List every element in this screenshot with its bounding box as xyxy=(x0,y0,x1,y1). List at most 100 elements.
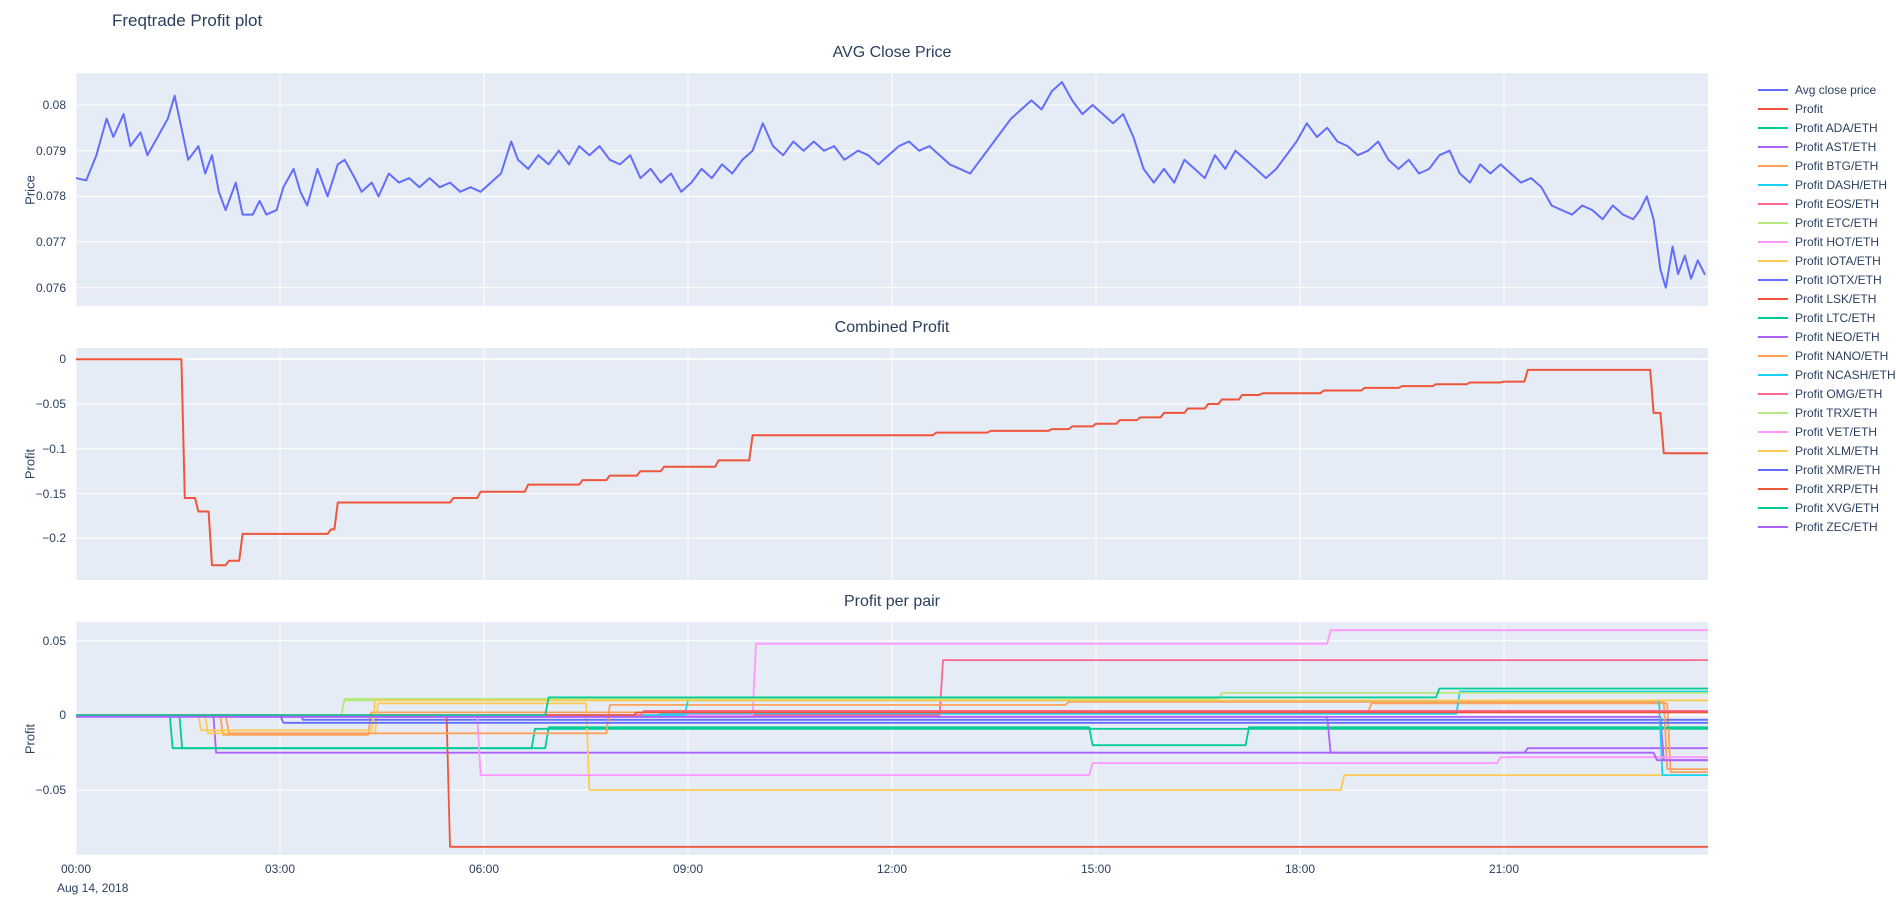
legend-item-label: Profit ADA/ETH xyxy=(1795,120,1878,135)
legend-line-swatch xyxy=(1758,525,1788,528)
legend-item-label: Profit LTC/ETH xyxy=(1795,310,1876,325)
legend-line-swatch xyxy=(1758,297,1788,300)
legend-line-swatch xyxy=(1758,240,1788,243)
y-tick-label: 0 xyxy=(59,352,66,366)
legend-line-swatch xyxy=(1758,316,1788,319)
legend-item-label: Profit IOTX/ETH xyxy=(1795,272,1882,287)
legend-item-profit-trx-eth[interactable]: Profit TRX/ETH xyxy=(1758,403,1896,422)
legend-item-profit-lsk-eth[interactable]: Profit LSK/ETH xyxy=(1758,289,1896,308)
legend-line-swatch xyxy=(1758,278,1788,281)
legend-line-swatch xyxy=(1758,335,1788,338)
legend-line-swatch xyxy=(1758,449,1788,452)
x-tick-label: 00:00 xyxy=(60,862,92,876)
legend-item-profit-zec-eth[interactable]: Profit ZEC/ETH xyxy=(1758,517,1896,536)
legend-item-label: Profit ETC/ETH xyxy=(1795,215,1878,230)
legend-item-label: Profit LSK/ETH xyxy=(1795,291,1877,306)
legend-item-profit-iotx-eth[interactable]: Profit IOTX/ETH xyxy=(1758,270,1896,289)
legend-item-label: Profit BTG/ETH xyxy=(1795,158,1879,173)
legend-item-profit-vet-eth[interactable]: Profit VET/ETH xyxy=(1758,422,1896,441)
legend-item-label: Profit XLM/ETH xyxy=(1795,443,1879,458)
legend-item-label: Profit IOTA/ETH xyxy=(1795,253,1881,268)
legend-item-label: Profit VET/ETH xyxy=(1795,424,1878,439)
legend-line-swatch xyxy=(1758,392,1788,395)
legend-item-profit-dash-eth[interactable]: Profit DASH/ETH xyxy=(1758,175,1896,194)
y-tick-label: 0.076 xyxy=(35,281,66,295)
y-tick-label: 0.078 xyxy=(35,189,66,203)
y-tick-label: 0.079 xyxy=(35,144,66,158)
legend-item-profit-ncash-eth[interactable]: Profit NCASH/ETH xyxy=(1758,365,1896,384)
legend-item-profit-xlm-eth[interactable]: Profit XLM/ETH xyxy=(1758,441,1896,460)
legend-item-label: Profit xyxy=(1795,101,1824,116)
legend-item-profit-btg-eth[interactable]: Profit BTG/ETH xyxy=(1758,156,1896,175)
legend-item-label: Profit TRX/ETH xyxy=(1795,405,1878,420)
y-tick-label: −0.2 xyxy=(42,531,66,545)
y-tick-label: 0.05 xyxy=(42,634,66,648)
profit-per-pair-plot-area[interactable] xyxy=(76,622,1708,855)
legend-item-label: Profit XRP/ETH xyxy=(1795,481,1879,496)
legend-item-label: Profit ZEC/ETH xyxy=(1795,519,1878,534)
y-tick-label: −0.05 xyxy=(35,783,66,797)
subplot-title-combined-profit: Combined Profit xyxy=(834,319,950,336)
legend-item-label: Profit OMG/ETH xyxy=(1795,386,1883,401)
x-tick-label: 09:00 xyxy=(672,862,704,876)
legend-item-label: Profit AST/ETH xyxy=(1795,139,1877,154)
legend-item-label: Profit NEO/ETH xyxy=(1795,329,1880,344)
legend-line-swatch xyxy=(1758,221,1788,224)
legend-item-label: Profit XVG/ETH xyxy=(1795,500,1880,515)
legend-item-profit-etc-eth[interactable]: Profit ETC/ETH xyxy=(1758,213,1896,232)
legend-item-profit-neo-eth[interactable]: Profit NEO/ETH xyxy=(1758,327,1896,346)
legend-item-profit-eos-eth[interactable]: Profit EOS/ETH xyxy=(1758,194,1896,213)
legend-item-label: Profit HOT/ETH xyxy=(1795,234,1880,249)
y-tick-label: 0 xyxy=(59,708,66,722)
subplot-title-profit-per-pair: Profit per pair xyxy=(843,593,941,610)
legend-line-swatch xyxy=(1758,145,1788,148)
figure-title: Freqtrade Profit plot xyxy=(112,11,263,30)
legend-item-profit-ltc-eth[interactable]: Profit LTC/ETH xyxy=(1758,308,1896,327)
x-tick-label: 18:00 xyxy=(1284,862,1316,876)
y-tick-label: 0.077 xyxy=(35,235,66,249)
legend-line-swatch xyxy=(1758,411,1788,414)
legend-line-swatch xyxy=(1758,487,1788,490)
legend-item-label: Profit NANO/ETH xyxy=(1795,348,1889,363)
legend-item-profit-xrp-eth[interactable]: Profit XRP/ETH xyxy=(1758,479,1896,498)
legend-line-swatch xyxy=(1758,373,1788,376)
legend-item-label: Avg close price xyxy=(1795,82,1877,97)
legend-line-swatch xyxy=(1758,126,1788,129)
x-tick-label: 03:00 xyxy=(264,862,296,876)
legend-line-swatch xyxy=(1758,164,1788,167)
x-axis-date-label: Aug 14, 2018 xyxy=(57,881,129,895)
legend-item-profit-xvg-eth[interactable]: Profit XVG/ETH xyxy=(1758,498,1896,517)
legend-item-profit-ast-eth[interactable]: Profit AST/ETH xyxy=(1758,137,1896,156)
legend-line-swatch xyxy=(1758,88,1788,91)
legend-item-label: Profit XMR/ETH xyxy=(1795,462,1881,477)
legend-item-avg-close-price[interactable]: Avg close price xyxy=(1758,80,1896,99)
combined-profit-plot-area[interactable] xyxy=(76,348,1708,580)
legend-item-profit-nano-eth[interactable]: Profit NANO/ETH xyxy=(1758,346,1896,365)
x-tick-label: 15:00 xyxy=(1080,862,1112,876)
y-tick-label: −0.15 xyxy=(35,487,66,501)
y-axis-label-profit-per-pair: Profit xyxy=(22,723,38,754)
y-tick-label: 0.08 xyxy=(42,98,66,112)
legend-item-label: Profit NCASH/ETH xyxy=(1795,367,1896,382)
avg-close-price-plot-area[interactable] xyxy=(76,73,1708,306)
legend-item-label: Profit DASH/ETH xyxy=(1795,177,1888,192)
subplot-title-avg-close-price: AVG Close Price xyxy=(832,44,952,61)
legend-line-swatch xyxy=(1758,354,1788,357)
x-tick-label: 06:00 xyxy=(468,862,500,876)
x-tick-label: 21:00 xyxy=(1488,862,1520,876)
legend-item-profit-iota-eth[interactable]: Profit IOTA/ETH xyxy=(1758,251,1896,270)
legend-item-label: Profit EOS/ETH xyxy=(1795,196,1880,211)
legend-item-profit-ada-eth[interactable]: Profit ADA/ETH xyxy=(1758,118,1896,137)
legend-item-profit-omg-eth[interactable]: Profit OMG/ETH xyxy=(1758,384,1896,403)
legend: Avg close price Profit Profit ADA/ETH Profi… xyxy=(1758,80,1896,536)
y-tick-label: −0.1 xyxy=(42,442,66,456)
legend-item-profit-hot-eth[interactable]: Profit HOT/ETH xyxy=(1758,232,1896,251)
legend-line-swatch xyxy=(1758,183,1788,186)
legend-item-profit-xmr-eth[interactable]: Profit XMR/ETH xyxy=(1758,460,1896,479)
legend-line-swatch xyxy=(1758,202,1788,205)
legend-line-swatch xyxy=(1758,259,1788,262)
legend-item-profit[interactable]: Profit xyxy=(1758,99,1896,118)
legend-line-swatch xyxy=(1758,468,1788,471)
legend-line-swatch xyxy=(1758,506,1788,509)
